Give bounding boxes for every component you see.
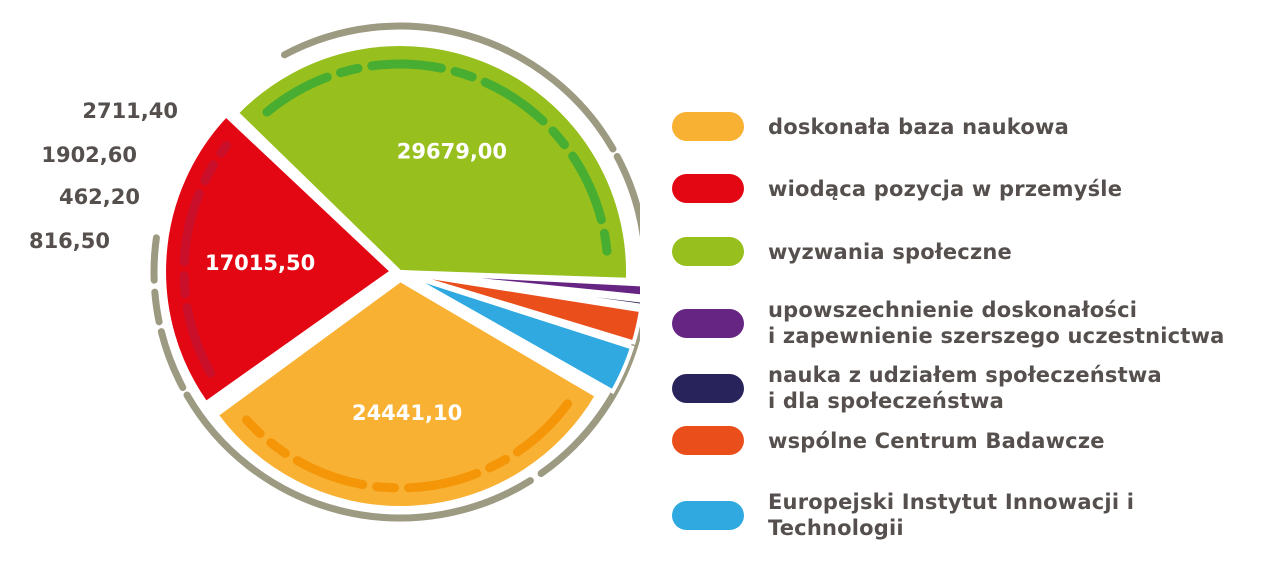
legend-swatch [672,500,744,530]
pie-labels: 24441,10 17015,50 29679,00 816,50 462,20 1902… [29,99,507,425]
legend-item: wyzwania społeczne [672,237,1012,266]
legend-label: doskonała baza naukowa [768,114,1069,139]
legend-swatch [672,308,744,338]
slice-value-label: 24441,10 [352,401,462,425]
slice-value-label: 17015,50 [205,251,315,275]
pie-slice [403,270,640,345]
legend-item: wiodąca pozycja w przemyśle [672,174,1122,203]
legend-label: upowszechnienie doskonałości i zapewnien… [768,298,1225,348]
legend-item: doskonała baza naukowa [672,112,1069,141]
ring-decoration [183,391,534,522]
legend-swatch [672,426,744,455]
legend-swatch [672,373,744,403]
slice-accent [242,399,573,493]
pie-slices [162,42,640,511]
slice-value-label: 462,20 [59,185,140,209]
slice-value-label: 1902,60 [41,143,137,167]
legend-item: Europejski Instytut Innowacji i Technolo… [672,489,1272,541]
pie-slice [406,273,635,395]
legend-item: upowszechnienie doskonałości i zapewnien… [672,297,1225,349]
slice-value-label: 2711,40 [82,99,178,123]
legend-swatch [672,112,744,141]
legend-label: wspólne Centrum Badawcze [768,428,1105,453]
pie-slice [162,112,396,406]
legend-swatch [672,237,744,266]
legend-label: wyzwania społeczne [768,239,1012,264]
slice-value-label: 29679,00 [397,139,507,163]
legend-label: nauka z udziałem społeczeństwa i dla spo… [768,363,1162,413]
legend-item: nauka z udziałem społeczeństwa i dla spo… [672,362,1162,414]
slice-accent [262,59,612,262]
ring-decoration [150,234,187,391]
slice-accent [179,141,231,378]
slice-value-label: 816,50 [29,229,110,253]
legend-swatch [672,174,744,203]
legend-label: wiodąca pozycja w przemyśle [768,176,1123,201]
legend-label: Europejski Instytut Innowacji i Technolo… [768,490,1135,540]
pie-slice [233,42,630,282]
ring-decoration [281,22,617,153]
chart-decoration [150,22,640,522]
pie-chart: 24441,10 17015,50 29679,00 816,50 462,20 1902… [29,22,640,522]
legend-item: wspólne Centrum Badawcze [672,426,1105,455]
pie-slice [213,277,600,511]
